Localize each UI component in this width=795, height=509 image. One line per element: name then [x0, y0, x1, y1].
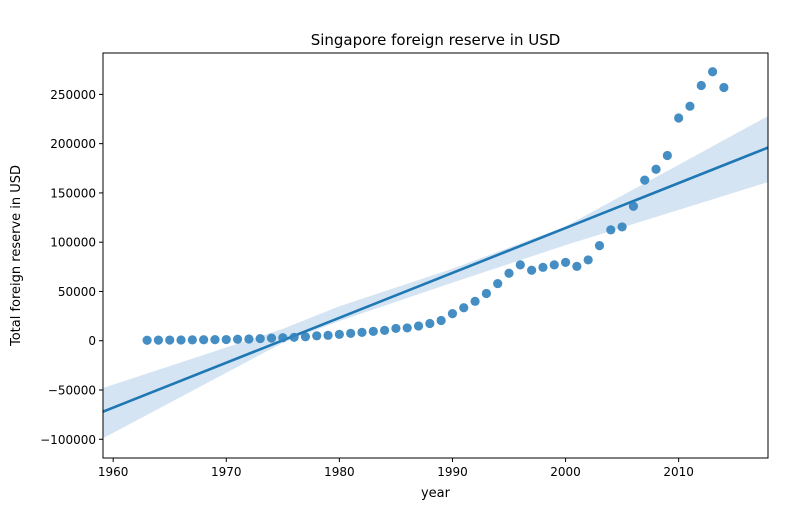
confidence-band [103, 116, 768, 439]
data-point [165, 335, 175, 345]
data-point [300, 332, 311, 342]
y-axis-ticks: −100000 −50000 0 50000 100000 150000 200000 250… [40, 88, 103, 447]
plot-frame [102, 52, 769, 459]
data-point [232, 334, 243, 344]
y-tick-label: 0 [88, 334, 96, 348]
data-point [176, 335, 186, 345]
data-point [334, 329, 344, 339]
x-tick-label: 2000 [550, 465, 581, 479]
data-point [244, 334, 254, 344]
data-point [662, 150, 672, 161]
data-point [221, 334, 231, 345]
data-point [493, 278, 503, 289]
data-point [549, 260, 559, 270]
data-point [640, 175, 650, 185]
y-tick-label: 200000 [50, 137, 96, 151]
data-point [278, 333, 288, 343]
data-point [459, 303, 469, 313]
data-point [481, 288, 491, 299]
chart-title: Singapore foreign reserve in USD [311, 31, 561, 49]
x-tick-label: 1990 [437, 465, 468, 479]
x-tick-label: 1970 [211, 465, 242, 479]
confidence-band-layer [103, 116, 768, 439]
axes-layer [102, 52, 769, 459]
data-point [312, 331, 322, 341]
data-point [504, 268, 514, 278]
x-tick-label: 2010 [663, 465, 694, 479]
data-point [413, 321, 424, 331]
y-tick-label: −100000 [40, 433, 96, 447]
data-point [696, 80, 706, 91]
data-point [606, 225, 616, 235]
x-axis-ticks: 1960 1970 1980 1990 2000 2010 [98, 458, 694, 479]
x-tick-label: 1960 [98, 465, 129, 479]
data-point [719, 82, 729, 93]
data-point [572, 261, 582, 271]
data-point [153, 335, 164, 345]
data-point [368, 326, 378, 336]
data-point [187, 335, 197, 345]
y-tick-label: 150000 [50, 186, 96, 200]
data-point [617, 222, 627, 232]
data-point [199, 335, 209, 345]
data-point [210, 335, 220, 345]
data-point [425, 318, 435, 329]
regression-line [103, 146, 768, 413]
data-point [674, 113, 684, 123]
data-point [346, 328, 356, 338]
data-points-layer [142, 67, 729, 345]
x-tick-label: 1980 [324, 465, 355, 479]
y-axis-label: Total foreign reserve in USD [9, 165, 24, 347]
data-point [527, 265, 537, 275]
data-point [651, 164, 661, 174]
x-axis-label: year [421, 486, 451, 501]
data-point [391, 323, 401, 334]
data-point [470, 296, 480, 306]
y-tick-label: 250000 [50, 88, 96, 102]
data-point [447, 309, 458, 319]
data-point [628, 201, 639, 211]
y-tick-label: 50000 [58, 285, 96, 299]
regression-line-layer [103, 146, 768, 413]
data-point [266, 333, 277, 343]
data-point [515, 260, 525, 270]
y-tick-label: 100000 [50, 236, 96, 250]
data-point [255, 333, 265, 344]
data-point [142, 335, 152, 345]
y-tick-label: −50000 [48, 384, 96, 398]
data-point [323, 330, 333, 340]
data-point [560, 257, 571, 267]
data-point [707, 67, 718, 77]
data-point [583, 255, 593, 265]
data-point [594, 241, 605, 251]
data-point [289, 332, 299, 342]
data-point [685, 101, 695, 111]
data-point [380, 325, 390, 335]
data-point [357, 327, 367, 337]
data-point [436, 315, 446, 326]
data-point [538, 262, 548, 272]
data-point [402, 323, 412, 333]
